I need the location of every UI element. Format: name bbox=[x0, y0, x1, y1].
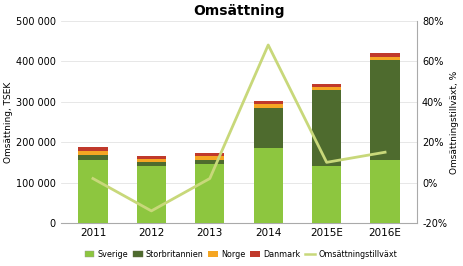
Bar bbox=[370, 160, 400, 223]
Bar bbox=[254, 148, 283, 223]
Bar bbox=[254, 108, 283, 148]
Legend: Sverige, Storbritannien, Norge, Danmark, Omsättningstillväxt: Sverige, Storbritannien, Norge, Danmark,… bbox=[81, 247, 400, 262]
Bar bbox=[195, 153, 225, 156]
Bar bbox=[195, 156, 225, 160]
Bar bbox=[137, 162, 166, 167]
Bar bbox=[78, 151, 107, 155]
Title: Omsättning: Omsättning bbox=[193, 4, 285, 18]
Bar bbox=[254, 101, 283, 105]
Bar bbox=[370, 60, 400, 160]
Bar bbox=[312, 90, 341, 167]
Bar bbox=[370, 57, 400, 60]
Bar bbox=[78, 147, 107, 151]
Y-axis label: Omsättningstillväxt, %: Omsättningstillväxt, % bbox=[450, 70, 459, 173]
Bar bbox=[195, 164, 225, 223]
Bar bbox=[312, 167, 341, 223]
Bar bbox=[137, 159, 166, 162]
Y-axis label: Omsättning, TSEK: Omsättning, TSEK bbox=[4, 81, 13, 163]
Bar bbox=[254, 105, 283, 108]
Bar bbox=[137, 167, 166, 223]
Bar bbox=[312, 84, 341, 87]
Bar bbox=[78, 155, 107, 160]
Bar bbox=[137, 156, 166, 159]
Bar bbox=[195, 160, 225, 164]
Bar bbox=[370, 53, 400, 57]
Bar bbox=[78, 160, 107, 223]
Bar bbox=[312, 87, 341, 90]
